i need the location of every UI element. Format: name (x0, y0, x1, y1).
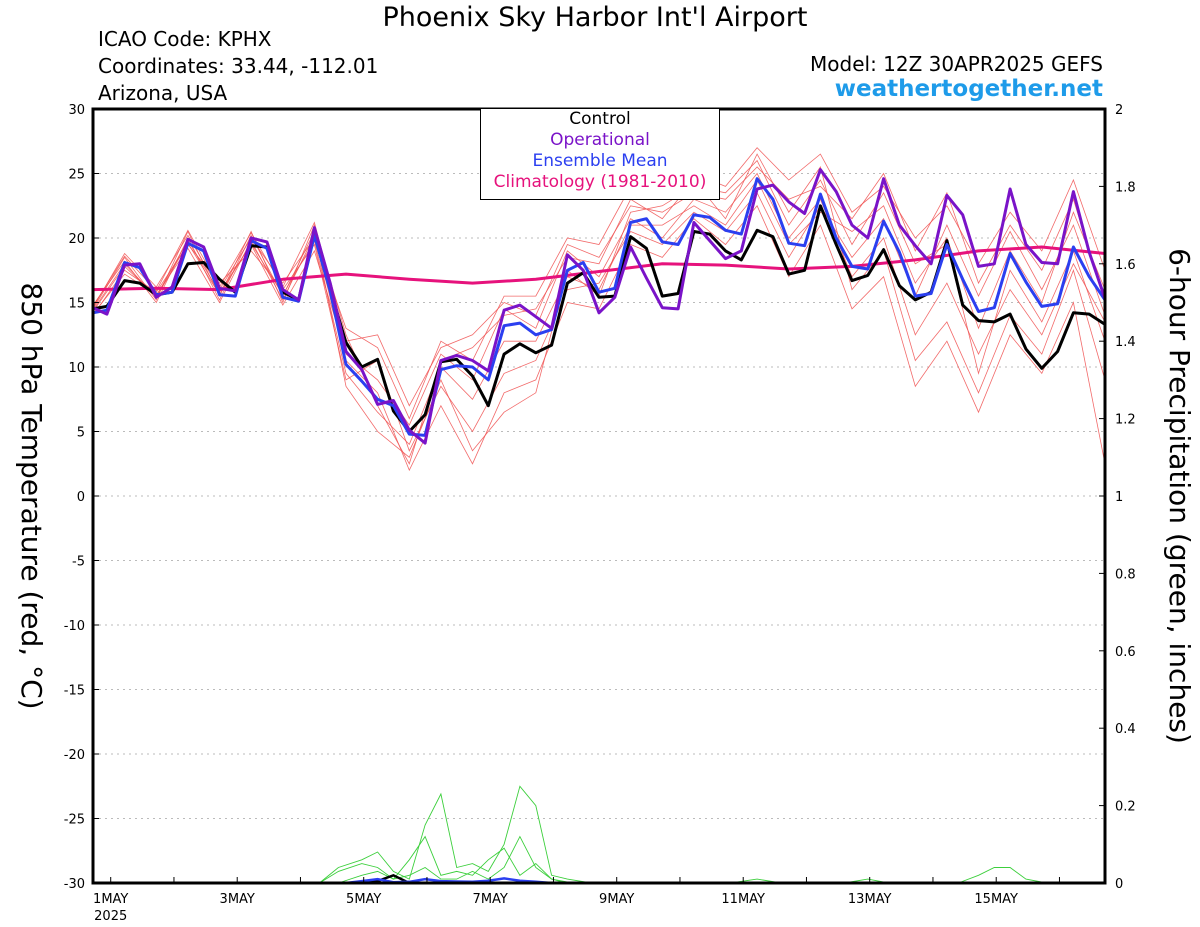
x-tick-label: 5MAY (346, 892, 381, 907)
coordinates: Coordinates: 33.44, -112.01 (98, 54, 379, 78)
y2-tick-label: 0 (1115, 877, 1123, 892)
legend-control: Control (569, 109, 631, 129)
operational-line (92, 168, 1107, 445)
x-tick-label: 9MAY (599, 892, 634, 907)
legend-ensemble-mean: Ensemble Mean (532, 151, 668, 171)
gridlines (93, 108, 1105, 884)
y-tick-label: -20 (64, 748, 85, 763)
ensemble-member-line (92, 166, 1106, 407)
y-tick-label: -5 (72, 555, 85, 570)
ensemble-member-line (92, 147, 1106, 420)
mean-line (92, 177, 1107, 437)
legend-operational: Operational (550, 130, 650, 150)
climatology-line (92, 245, 1106, 292)
precipitation-lines (93, 785, 1105, 885)
ensemble-member-line (92, 172, 1106, 426)
main-series (92, 168, 1107, 445)
y-tick-label: 30 (68, 103, 85, 118)
y-tick-label: -15 (64, 684, 85, 699)
y-tick-label: 15 (68, 297, 85, 312)
region: Arizona, USA (98, 81, 228, 105)
y-tick-label: 10 (68, 361, 85, 376)
x-tick-label: 15MAY (974, 892, 1018, 907)
year-label: 2025 (94, 909, 127, 924)
y2-tick-label: 1.8 (1115, 180, 1136, 195)
y2-tick-label: 0.8 (1115, 567, 1136, 582)
y2-tick-label: 1.6 (1115, 258, 1136, 273)
precip-member-line (338, 835, 567, 884)
x-tick-label: 1MAY (93, 892, 128, 907)
y-axis-label: 850 hPa Temperature (red, °C) (15, 282, 48, 709)
site-link[interactable]: weathertogether.net (834, 76, 1103, 102)
precip-mean-line (93, 877, 1105, 885)
chart-title: Phoenix Sky Harbor Int'l Airport (382, 2, 808, 33)
y-tick-label: -30 (64, 877, 85, 892)
ensemble-member-line (92, 205, 1106, 472)
y-tick-label: 5 (77, 426, 85, 441)
x-tick-label: 7MAY (473, 892, 508, 907)
y2-tick-label: 1 (1115, 490, 1123, 505)
x-tick-label: 11MAY (721, 892, 765, 907)
axis-ticks: 302520151050-5-10-15-20-25-3021.81.61.41… (64, 103, 1136, 924)
ensemble-member-line (92, 192, 1106, 452)
y-tick-label: -10 (64, 619, 85, 634)
y2-axis-label: 6-hour Precipitation (green, inches) (1163, 248, 1196, 744)
y-tick-label: 0 (77, 490, 85, 505)
y-tick-label: 20 (68, 232, 85, 247)
model-run: Model: 12Z 30APR2025 GEFS (810, 52, 1103, 76)
y2-tick-label: 0.2 (1115, 800, 1136, 815)
y-tick-label: -25 (64, 813, 85, 828)
icao-code: ICAO Code: KPHX (98, 27, 272, 51)
x-tick-label: 13MAY (848, 892, 892, 907)
y2-tick-label: 0.6 (1115, 645, 1136, 660)
y2-tick-label: 1.2 (1115, 413, 1136, 428)
y2-tick-label: 2 (1115, 103, 1123, 118)
y-tick-label: 25 (68, 168, 85, 183)
precip-member-line (319, 835, 573, 884)
y2-tick-label: 1.4 (1115, 335, 1136, 350)
legend-climatology: Climatology (1981-2010) (493, 172, 707, 192)
precip-member-line (294, 785, 649, 884)
legend: Control Operational Ensemble Mean Climat… (480, 108, 720, 200)
precip-member-line (958, 867, 1047, 884)
y2-tick-label: 0.4 (1115, 722, 1136, 737)
x-tick-label: 3MAY (220, 892, 255, 907)
